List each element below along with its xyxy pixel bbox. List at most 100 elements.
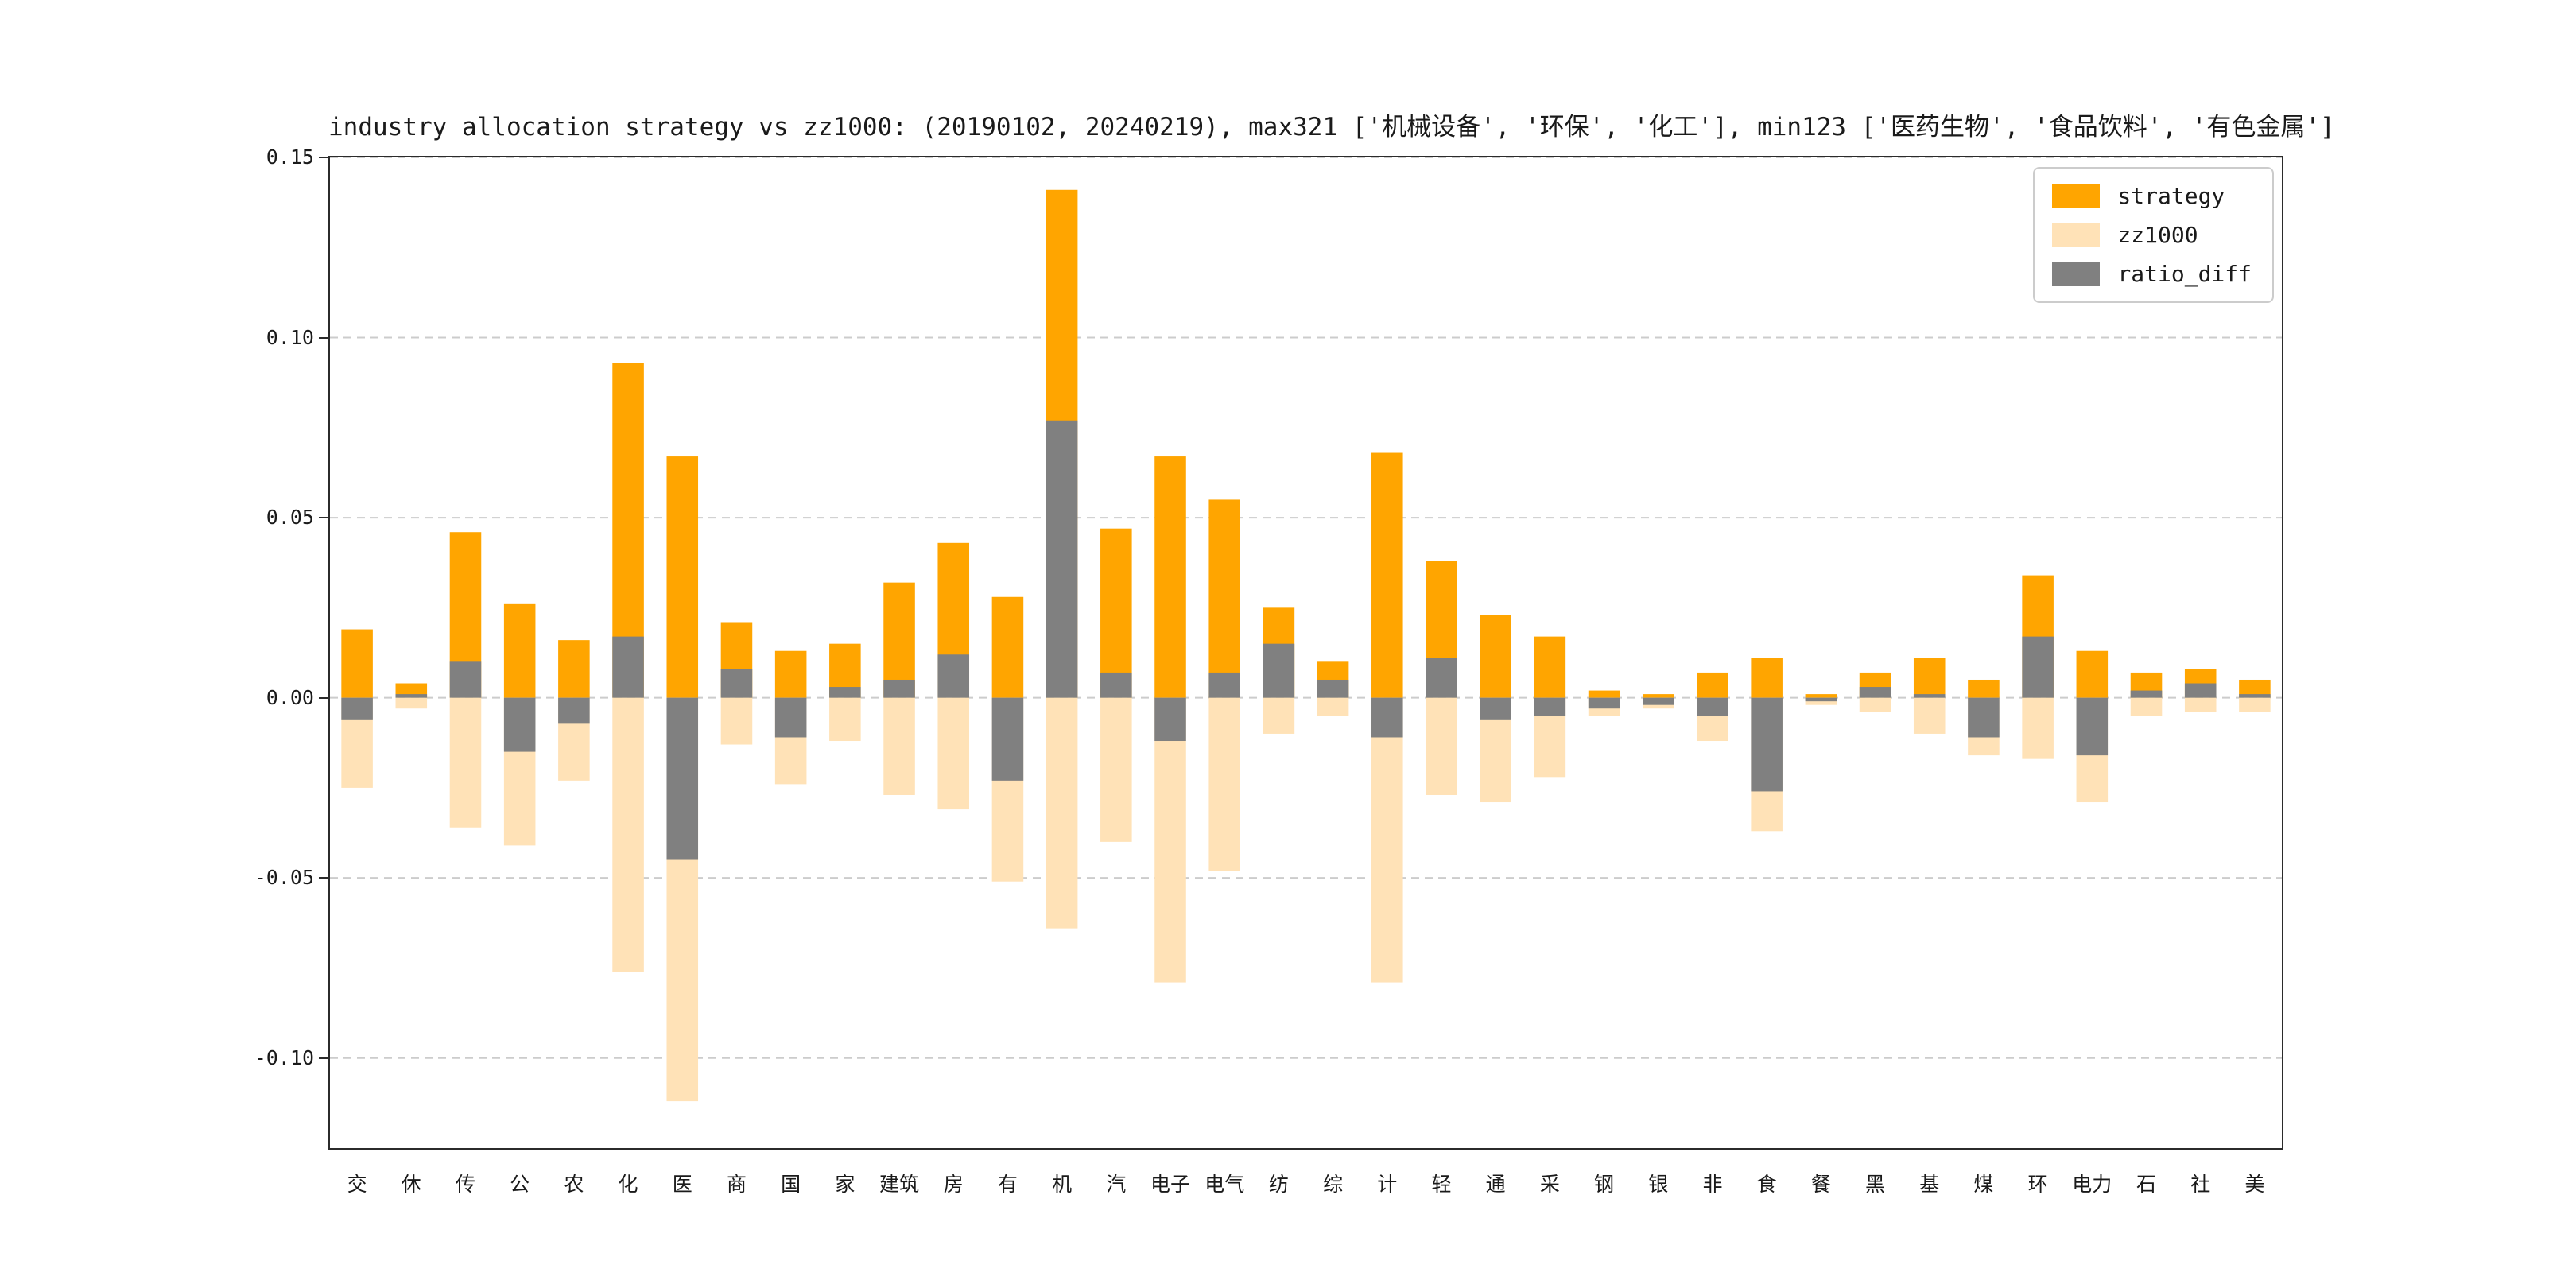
bar-ratio_diff-农 [558, 697, 590, 724]
x-tick-label-采: 采 [1539, 1173, 1560, 1196]
x-tick-label-食: 食 [1756, 1173, 1777, 1196]
x-tick-label-电气: 电气 [1205, 1173, 1245, 1196]
x-tick-label-石: 石 [2136, 1173, 2156, 1196]
x-tick-label-环: 环 [2027, 1173, 2048, 1196]
bar-zz1000-计 [1371, 697, 1403, 983]
bar-strategy-有 [991, 596, 1024, 698]
bar-strategy-通 [1480, 615, 1511, 698]
bar-zz1000-环 [2022, 697, 2054, 759]
bar-zz1000-房 [937, 697, 970, 810]
bar-strategy-电力 [2076, 650, 2109, 698]
y-tick-label: 0.00 [266, 685, 314, 709]
legend-item-strategy: strategy [2052, 183, 2252, 209]
x-tick-label-房: 房 [943, 1173, 964, 1196]
y-tick-mark [319, 696, 328, 699]
legend-label-ratio-diff: ratio_diff [2117, 261, 2252, 287]
plot-area [328, 156, 2283, 1150]
bar-ratio_diff-公 [503, 697, 536, 752]
x-tick-label-美: 美 [2244, 1173, 2265, 1196]
x-tick-label-国: 国 [781, 1173, 801, 1196]
bar-strategy-煤 [1968, 679, 2000, 698]
bar-ratio_diff-建筑 [883, 679, 915, 698]
bar-zz1000-石 [2130, 697, 2163, 716]
x-tick-label-轻: 轻 [1431, 1173, 1452, 1196]
bar-ratio_diff-通 [1480, 697, 1511, 720]
bar-ratio_diff-商 [720, 669, 753, 698]
legend-swatch-strategy [2052, 184, 2101, 208]
x-tick-label-商: 商 [726, 1173, 747, 1196]
x-tick-label-社: 社 [2190, 1173, 2211, 1196]
bar-strategy-银 [1642, 694, 1674, 698]
x-tick-label-传: 传 [455, 1173, 475, 1196]
bar-zz1000-社 [2184, 697, 2217, 712]
x-tick-label-汽: 汽 [1106, 1173, 1127, 1196]
x-tick-label-计: 计 [1377, 1173, 1398, 1196]
y-tick-mark [319, 517, 328, 519]
y-tick-mark [319, 336, 328, 339]
x-tick-label-通: 通 [1485, 1173, 1506, 1196]
bar-zz1000-轻 [1426, 697, 1457, 795]
bar-strategy-汽 [1100, 528, 1132, 698]
x-tick-label-机: 机 [1052, 1173, 1073, 1196]
x-tick-label-家: 家 [835, 1173, 855, 1196]
bar-ratio_diff-石 [2130, 690, 2163, 698]
chart-title: industry allocation strategy vs zz1000: … [328, 113, 2335, 142]
bar-strategy-基 [1913, 658, 1946, 698]
x-tick-label-电力: 电力 [2072, 1173, 2112, 1196]
bar-ratio_diff-轻 [1426, 658, 1457, 698]
x-tick-label-钢: 钢 [1594, 1173, 1615, 1196]
bar-ratio_diff-国 [774, 697, 807, 738]
bar-ratio_diff-美 [2239, 694, 2271, 698]
y-tick-label: 0.05 [266, 506, 314, 530]
bar-ratio_diff-黑 [1859, 687, 1891, 698]
x-tick-label-银: 银 [1648, 1173, 1669, 1196]
x-tick-label-电子: 电子 [1150, 1173, 1190, 1196]
bar-zz1000-美 [2239, 697, 2271, 712]
y-tick-mark [319, 157, 328, 158]
x-tick-label-有: 有 [997, 1173, 1018, 1196]
legend-item-ratio-diff: ratio_diff [2052, 261, 2252, 287]
legend-swatch-zz1000 [2052, 223, 2101, 247]
bar-ratio_diff-采 [1534, 697, 1566, 716]
bar-ratio_diff-机 [1046, 420, 1078, 698]
bar-zz1000-电气 [1208, 697, 1240, 871]
bar-ratio_diff-医 [666, 697, 699, 860]
bar-ratio_diff-电力 [2076, 697, 2109, 756]
x-tick-label-交: 交 [347, 1173, 367, 1196]
x-tick-label-建筑: 建筑 [879, 1173, 920, 1196]
bar-zz1000-机 [1046, 697, 1078, 929]
bar-ratio_diff-纺 [1263, 643, 1295, 698]
bar-ratio_diff-基 [1913, 694, 1946, 698]
bar-strategy-计 [1371, 452, 1403, 698]
legend-item-zz1000: zz1000 [2052, 222, 2252, 248]
bar-ratio_diff-家 [829, 687, 861, 698]
bar-strategy-建筑 [883, 582, 915, 698]
bar-ratio_diff-化 [612, 636, 644, 698]
bar-strategy-食 [1751, 658, 1783, 698]
x-tick-label-公: 公 [510, 1173, 530, 1196]
y-tick-label: 0.10 [266, 325, 314, 349]
x-tick-label-纺: 纺 [1268, 1173, 1289, 1196]
legend: strategy zz1000 ratio_diff [2033, 167, 2274, 303]
bar-zz1000-化 [612, 697, 644, 972]
bar-strategy-国 [774, 650, 807, 698]
bar-ratio_diff-休 [395, 694, 428, 698]
bar-strategy-公 [503, 603, 536, 698]
bar-zz1000-汽 [1100, 697, 1132, 842]
y-tick-label: 0.15 [266, 145, 314, 169]
bar-ratio_diff-有 [991, 697, 1024, 781]
bar-zz1000-建筑 [883, 697, 915, 795]
bar-strategy-采 [1534, 636, 1566, 698]
bar-ratio_diff-计 [1371, 697, 1403, 738]
bar-ratio_diff-钢 [1588, 697, 1620, 709]
bar-strategy-电气 [1208, 499, 1240, 698]
legend-label-zz1000: zz1000 [2117, 222, 2198, 248]
bar-ratio_diff-食 [1751, 697, 1783, 792]
bar-ratio_diff-电气 [1208, 672, 1240, 698]
bar-ratio_diff-非 [1697, 697, 1728, 716]
x-tick-label-医: 医 [672, 1173, 692, 1196]
bar-zz1000-纺 [1263, 697, 1295, 734]
bar-ratio_diff-传 [449, 661, 482, 698]
x-tick-label-煤: 煤 [1973, 1173, 1994, 1196]
